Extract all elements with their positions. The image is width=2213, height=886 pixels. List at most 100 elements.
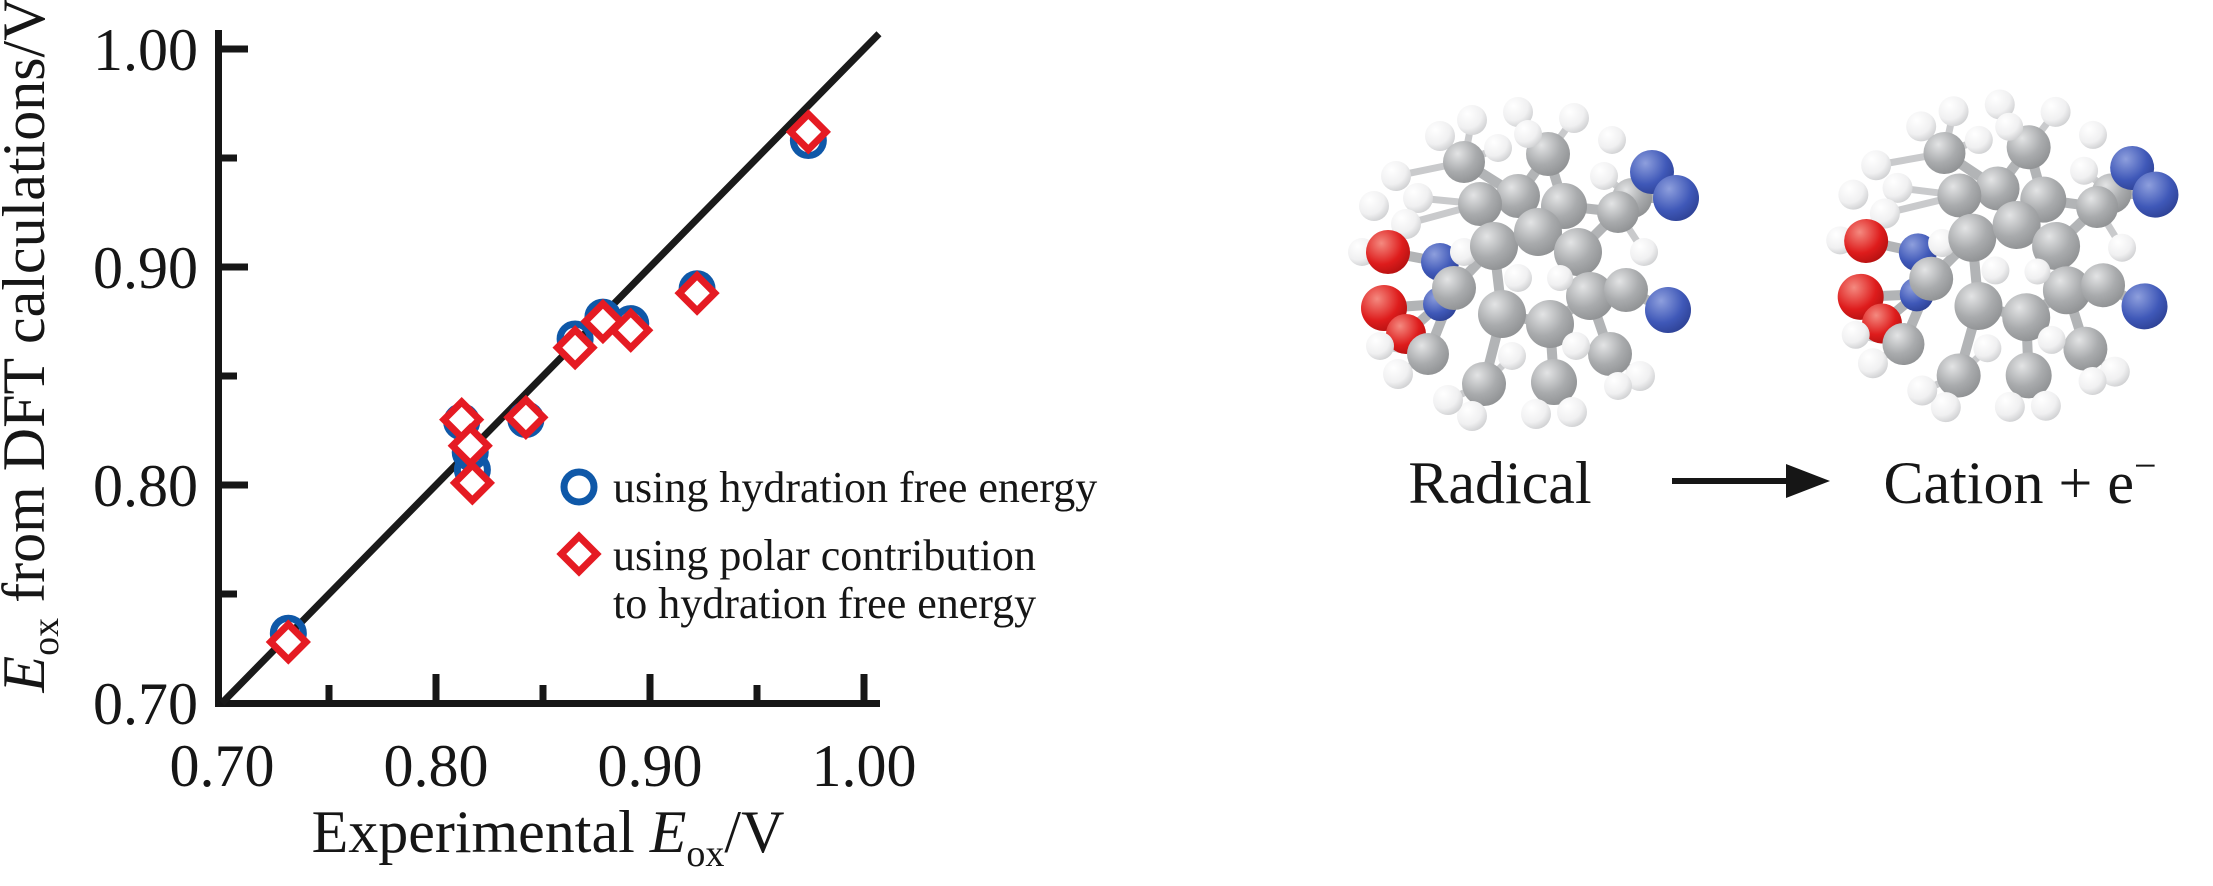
x-axis-title-symbol: E bbox=[649, 799, 687, 865]
hydrogen-atom bbox=[1562, 332, 1590, 360]
x-tick-label: 0.80 bbox=[384, 733, 489, 799]
legend-entry-polar-line1: using polar contribution bbox=[613, 531, 1036, 580]
hydrogen-atom bbox=[1841, 320, 1870, 349]
oxygen-atom bbox=[1366, 230, 1410, 274]
hydrogen-atom bbox=[1938, 96, 1969, 127]
hydrogen-atom bbox=[1995, 112, 2024, 141]
hydrogen-atom bbox=[1838, 179, 1869, 210]
carbon-atom bbox=[1597, 191, 1639, 233]
data-point-diamond bbox=[674, 270, 720, 316]
hydrogen-atom bbox=[1861, 150, 1892, 181]
hydrogen-atom bbox=[1547, 265, 1573, 291]
legend-entry-hydration: using hydration free energy bbox=[613, 463, 1097, 512]
carbon-atom bbox=[1478, 290, 1526, 338]
carbon-atom bbox=[1462, 362, 1506, 406]
carbon-atom bbox=[1604, 268, 1648, 312]
carbon-atom bbox=[1588, 332, 1632, 376]
hydrogen-atom bbox=[1504, 264, 1532, 292]
carbon-atom bbox=[1992, 200, 2041, 249]
data-point-diamond bbox=[447, 423, 493, 469]
nitrogen-atom bbox=[2132, 171, 2179, 218]
data-point-diamond bbox=[449, 460, 496, 506]
carbon-atom bbox=[1937, 173, 1982, 218]
nitrogen-atom bbox=[1645, 287, 1691, 333]
cation-label: Cation + e− bbox=[1883, 443, 2156, 516]
carbon-atom bbox=[2076, 186, 2119, 229]
cation-label-superscript: − bbox=[2134, 443, 2157, 488]
carbon-atom bbox=[1909, 256, 1954, 301]
y-axis-title-symbol: E bbox=[0, 656, 57, 694]
hydrogen-atom bbox=[1557, 397, 1587, 427]
x-tick-label: 0.90 bbox=[598, 733, 703, 799]
hydrogen-atom bbox=[2099, 356, 2130, 387]
data-point-diamond bbox=[785, 109, 831, 155]
carbon-atom bbox=[1407, 333, 1449, 375]
hydrogen-atom bbox=[1521, 399, 1551, 429]
hydrogen-atom bbox=[1484, 134, 1512, 162]
hydrogen-atom bbox=[1882, 172, 1913, 203]
hydrogen-atom bbox=[1425, 121, 1455, 151]
hydrogen-atom bbox=[1457, 105, 1487, 135]
hydrogen-atom bbox=[1503, 97, 1533, 127]
hydrogen-atom bbox=[1604, 372, 1632, 400]
hydrogen-atom bbox=[1457, 401, 1487, 431]
carbon-atom bbox=[1526, 300, 1574, 348]
hydrogen-atom bbox=[1906, 111, 1937, 142]
x-axis-title-subscript: ox bbox=[686, 833, 724, 875]
x-axis-title: Experimental Eox/V bbox=[312, 799, 785, 875]
carbon-atom bbox=[1882, 323, 1925, 366]
hydrogen-atom bbox=[1590, 162, 1618, 190]
carbon-atom bbox=[1470, 222, 1518, 270]
carbon-atom bbox=[2032, 221, 2081, 270]
carbon-atom bbox=[2063, 326, 2108, 371]
hydrogen-atom bbox=[1981, 256, 2010, 285]
hydrogen-atom bbox=[1973, 334, 2002, 363]
hydrogen-atom bbox=[1383, 359, 1413, 389]
carbon-atom bbox=[1514, 208, 1562, 256]
hydrogen-atom bbox=[2040, 96, 2071, 127]
data-point-diamond bbox=[265, 619, 311, 665]
carbon-atom bbox=[1531, 359, 1577, 405]
carbon-atom bbox=[1923, 132, 1966, 175]
legend-entry-polar-line2: to hydration free energy bbox=[613, 579, 1036, 628]
y-axis-title: Eox from DFT calculations/V bbox=[0, 0, 67, 694]
hydrogen-atom bbox=[1964, 125, 1993, 154]
carbon-atom bbox=[1948, 213, 1997, 262]
axis-ticks bbox=[222, 45, 868, 700]
carbon-atom bbox=[1458, 182, 1502, 226]
data-point-diamond bbox=[608, 307, 654, 353]
carbon-atom bbox=[1954, 281, 2003, 330]
hydrogen-atom bbox=[2070, 156, 2099, 185]
identity-line-segment bbox=[219, 31, 882, 706]
data-point-diamond bbox=[503, 394, 549, 441]
radical-molecule-illustration bbox=[1348, 97, 1699, 431]
carbon-atom bbox=[1496, 174, 1540, 218]
x-tick-label: 1.00 bbox=[812, 733, 917, 799]
y-tick-label: 0.80 bbox=[93, 453, 198, 519]
identity-line bbox=[219, 31, 882, 706]
hydrogen-atom bbox=[1381, 161, 1411, 191]
hydrogen-atom bbox=[1630, 238, 1658, 266]
hydrogen-atom bbox=[1403, 183, 1433, 213]
hydrogen-atom bbox=[1625, 361, 1655, 391]
hydrogen-atom bbox=[1391, 209, 1421, 239]
nitrogen-atom bbox=[2121, 283, 2168, 330]
legend-circle-marker-icon bbox=[560, 468, 598, 506]
hydrogen-atom bbox=[1366, 332, 1394, 360]
y-tick-label: 1.00 bbox=[93, 17, 198, 83]
carbon-atom bbox=[1443, 141, 1485, 183]
hydrogen-atom bbox=[1359, 191, 1389, 221]
hydrogen-atom bbox=[2024, 258, 2051, 285]
carbon-atom bbox=[2042, 266, 2091, 315]
hydrogen-atom bbox=[1869, 198, 1900, 229]
hydrogen-atom bbox=[1559, 103, 1589, 133]
carbon-atom bbox=[1975, 166, 2020, 211]
oxygen-atom bbox=[1844, 219, 1889, 264]
cation-molecule-illustration bbox=[1826, 89, 2179, 423]
hydrogen-atom bbox=[2078, 120, 2107, 149]
hydrogen-atom bbox=[1433, 385, 1463, 415]
x-tick-label: 0.70 bbox=[170, 733, 275, 799]
hydrogen-atom bbox=[2037, 325, 2066, 354]
